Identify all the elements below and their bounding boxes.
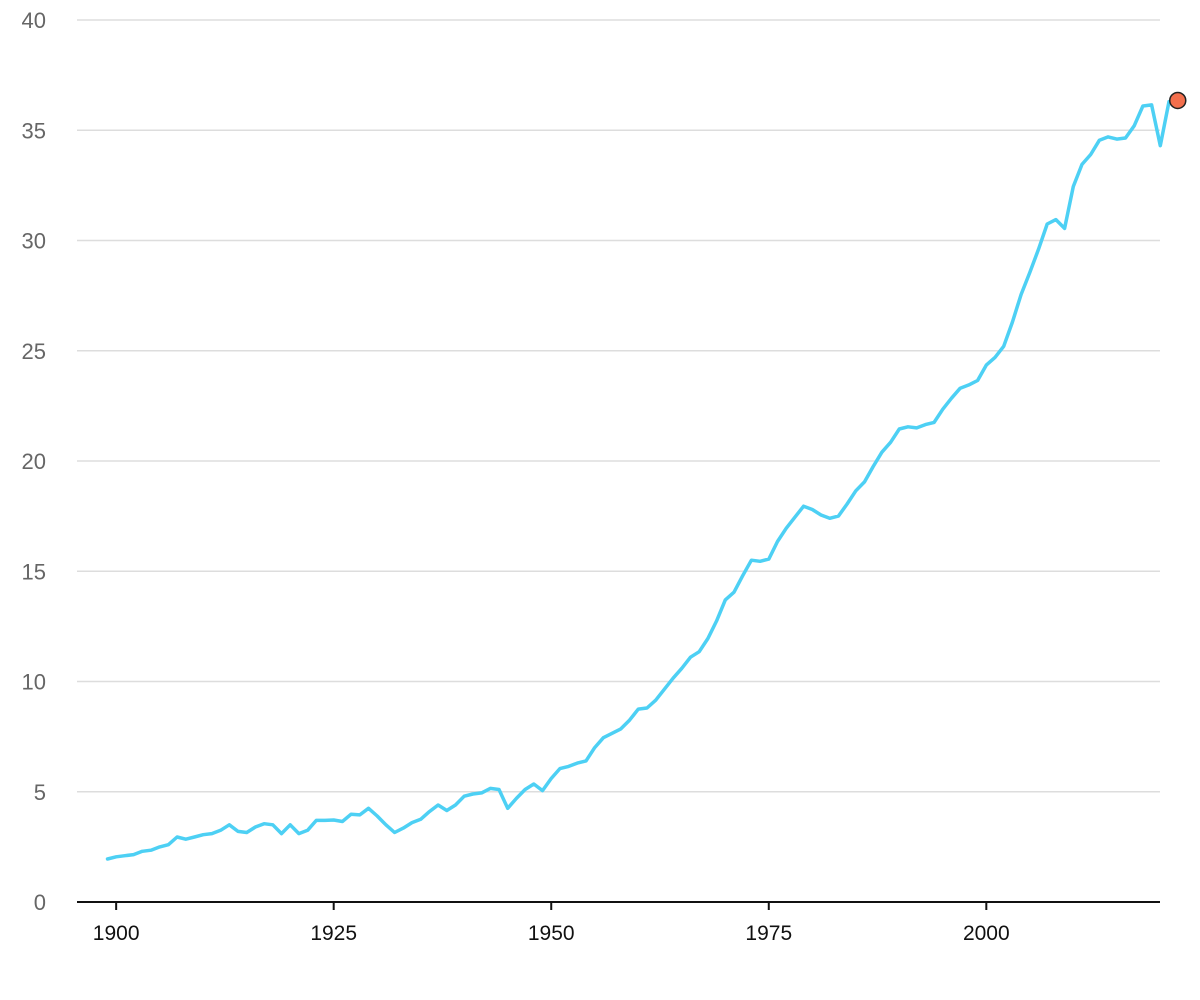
y-tick-label: 30 <box>22 229 46 254</box>
y-tick-label: 5 <box>34 780 46 805</box>
latest-value-marker <box>1169 91 1187 110</box>
series-line <box>105 99 1171 861</box>
x-axis-ticks: 1900 1925 1950 1975 2000 <box>93 902 1010 945</box>
y-tick-label: 15 <box>22 559 46 584</box>
y-tick-label: 40 <box>22 8 46 33</box>
y-tick-label: 0 <box>34 890 46 915</box>
x-tick-label: 1925 <box>310 922 357 945</box>
y-tick-label: 20 <box>22 449 46 474</box>
y-axis-ticks: 0 5 10 15 20 25 30 35 40 <box>22 8 46 915</box>
y-tick-label: 25 <box>22 339 46 364</box>
gridlines <box>77 19 1160 793</box>
y-tick-label: 10 <box>22 670 46 695</box>
x-tick-label: 2000 <box>963 922 1010 945</box>
x-tick-label: 1975 <box>745 922 792 945</box>
x-tick-label: 1950 <box>528 922 575 945</box>
y-tick-label: 35 <box>22 118 46 143</box>
x-tick-label: 1900 <box>93 922 140 945</box>
